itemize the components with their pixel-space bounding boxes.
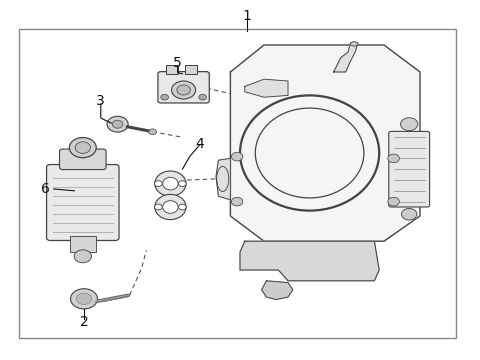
Circle shape: [155, 181, 162, 186]
Ellipse shape: [163, 201, 178, 213]
Circle shape: [231, 152, 243, 161]
Circle shape: [69, 138, 96, 158]
Circle shape: [400, 118, 418, 131]
Bar: [166, 65, 178, 74]
Circle shape: [107, 116, 128, 132]
Ellipse shape: [155, 171, 186, 196]
Circle shape: [231, 197, 243, 206]
Circle shape: [401, 208, 417, 220]
FancyBboxPatch shape: [158, 72, 209, 103]
Ellipse shape: [350, 42, 358, 46]
Bar: [185, 65, 197, 74]
Circle shape: [76, 293, 92, 305]
Circle shape: [74, 250, 91, 263]
Bar: [70, 236, 96, 252]
Text: 3: 3: [96, 94, 105, 108]
Text: 2: 2: [80, 315, 88, 329]
Circle shape: [112, 120, 123, 128]
Circle shape: [388, 154, 399, 163]
Circle shape: [388, 197, 399, 206]
Polygon shape: [230, 45, 420, 241]
Circle shape: [149, 129, 156, 135]
Circle shape: [172, 81, 196, 99]
Circle shape: [161, 94, 168, 100]
Circle shape: [75, 142, 90, 153]
Polygon shape: [240, 241, 379, 281]
FancyBboxPatch shape: [47, 165, 119, 240]
Circle shape: [199, 94, 206, 100]
Circle shape: [155, 204, 162, 210]
Circle shape: [71, 289, 97, 309]
Polygon shape: [334, 43, 358, 72]
Bar: [19, 29, 456, 338]
FancyBboxPatch shape: [389, 131, 430, 207]
Ellipse shape: [163, 177, 178, 190]
Text: 6: 6: [41, 182, 50, 196]
Circle shape: [177, 85, 190, 95]
Circle shape: [179, 181, 186, 186]
Text: 4: 4: [195, 137, 204, 151]
Circle shape: [179, 204, 186, 210]
Polygon shape: [245, 79, 288, 97]
FancyBboxPatch shape: [60, 149, 106, 170]
Ellipse shape: [155, 194, 186, 220]
Text: 5: 5: [173, 56, 182, 70]
Polygon shape: [216, 158, 230, 200]
Polygon shape: [262, 281, 293, 300]
Text: 1: 1: [243, 9, 252, 23]
